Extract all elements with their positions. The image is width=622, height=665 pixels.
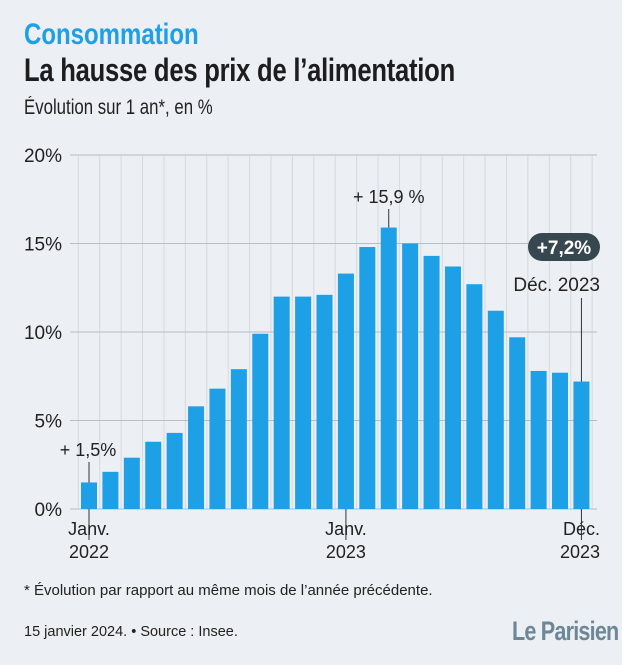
y-tick-label: 5%	[35, 412, 63, 433]
bar-mai-2022	[166, 432, 183, 509]
annotation-label: + 1,5%	[60, 440, 117, 460]
bar-nov-2023	[552, 372, 569, 509]
bar-avr-2023	[402, 243, 419, 509]
x-tick-label: Janv.	[325, 519, 367, 539]
y-tick-label: 20%	[24, 146, 62, 167]
bar-sept-2022	[252, 333, 269, 509]
bar-f-vr-2023	[359, 247, 376, 510]
chart-subtitle: Évolution sur 1 an*, en %	[24, 96, 213, 119]
bar-nov-2022	[295, 296, 312, 509]
x-tick-label: Déc.	[563, 519, 600, 539]
bar-oct-2023	[530, 370, 547, 509]
bar-janv-2023	[337, 273, 354, 509]
highlight-value: +7,2%	[537, 238, 592, 259]
y-tick-label: 10%	[24, 323, 62, 344]
le-parisien-logo: Le Parisien	[512, 616, 619, 646]
source-line: 15 janvier 2024. • Source : Insee.	[24, 624, 238, 640]
bar-ao-t-2023	[487, 310, 504, 509]
x-tick-label: Janv.	[68, 519, 110, 539]
chart-title: La hausse des prix de l’alimentation	[24, 52, 455, 88]
bar-f-vr-2022	[102, 471, 119, 509]
annotation-label: + 15,9 %	[353, 187, 425, 207]
y-tick-label: 0%	[35, 500, 63, 521]
bar-avr-2022	[145, 441, 162, 509]
x-tick-label-year: 2023	[326, 542, 366, 562]
bar-d-c-2023	[573, 381, 590, 509]
x-tick-label-year: 2023	[560, 542, 600, 562]
bar-mars-2022	[123, 457, 140, 509]
highlight-pill	[528, 233, 600, 261]
bar-juil-2022	[209, 388, 226, 509]
bar-sept-2023	[509, 337, 526, 509]
bar-juin-2022	[188, 406, 205, 509]
highlight-date: Déc. 2023	[513, 275, 600, 296]
footnote: * Évolution par rapport au même mois de …	[24, 582, 433, 599]
bar-chart: 0% 5% 10% 15% 20% Janv. 2022 Janv. 2023 Déc. 2023 +…	[24, 146, 600, 562]
bar-oct-2022	[273, 296, 290, 509]
bar-juin-2023	[444, 266, 461, 509]
x-tick-label-year: 2022	[69, 542, 109, 562]
kicker: Consommation	[24, 18, 199, 51]
bar-mai-2023	[423, 255, 440, 509]
bar-janv-2022	[81, 482, 97, 509]
bar-juil-2023	[466, 284, 483, 509]
y-tick-label: 15%	[24, 235, 62, 256]
bar-mars-2023	[380, 227, 397, 509]
bar-d-c-2022	[316, 294, 333, 509]
bar-ao-t-2022	[230, 369, 247, 509]
